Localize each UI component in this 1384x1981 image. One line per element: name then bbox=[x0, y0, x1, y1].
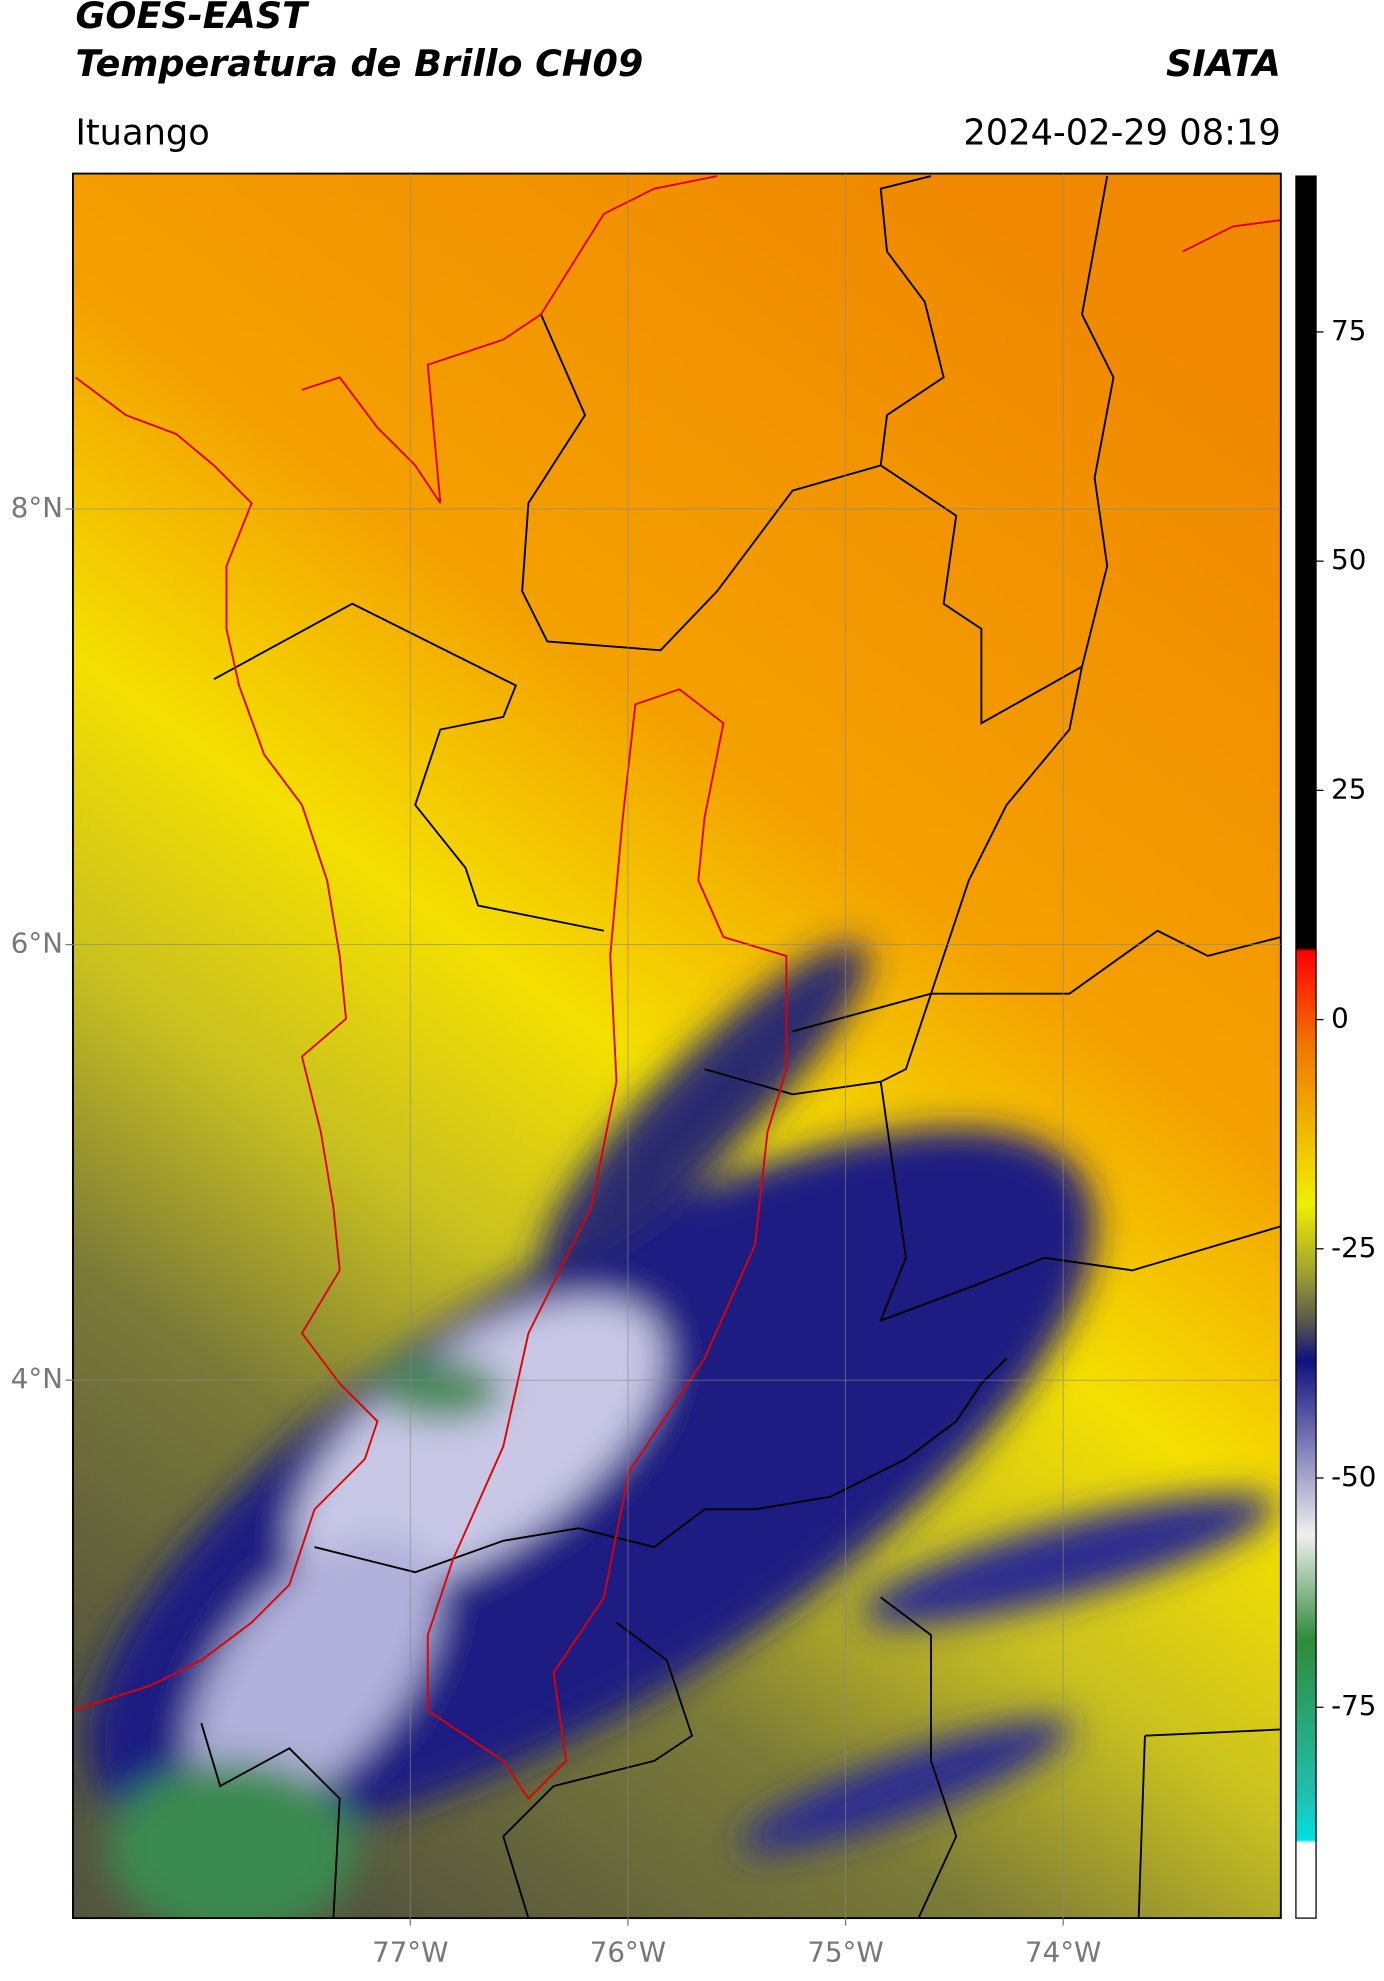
x-tick-label: 76°W bbox=[590, 1935, 666, 1968]
coast-and-region bbox=[72, 175, 1281, 1801]
colorbar-tick-label: 50 bbox=[1331, 543, 1366, 576]
colorbar-tick-label: 25 bbox=[1331, 772, 1366, 805]
x-tick-label: 75°W bbox=[807, 1935, 883, 1968]
map-frame bbox=[72, 172, 1282, 1920]
colorbar-tick-label: -25 bbox=[1331, 1231, 1376, 1264]
brand: SIATA bbox=[1166, 42, 1281, 85]
location: Ituango bbox=[75, 113, 209, 154]
x-tick-label: 77°W bbox=[372, 1935, 448, 1968]
colorbar-tick-label: -75 bbox=[1331, 1689, 1376, 1722]
colorbar bbox=[1295, 175, 1317, 1919]
colorbar-tick-label: 0 bbox=[1331, 1002, 1349, 1035]
y-tick-label: 6°N bbox=[11, 927, 63, 960]
borders bbox=[200, 175, 1281, 1919]
x-tick-label: 74°W bbox=[1025, 1935, 1101, 1968]
title: GOES-EAST bbox=[75, 0, 310, 37]
y-tick-label: 8°N bbox=[11, 491, 63, 524]
subtitle: Temperatura de Brillo CH09 bbox=[75, 42, 643, 85]
y-tick-label: 4°N bbox=[11, 1362, 63, 1395]
colorbar-tick-label: 75 bbox=[1331, 314, 1366, 347]
map-area bbox=[72, 173, 1281, 1919]
colorbar-tick-label: -50 bbox=[1331, 1460, 1376, 1493]
datetime: 2024-02-29 08:19 bbox=[963, 113, 1280, 154]
